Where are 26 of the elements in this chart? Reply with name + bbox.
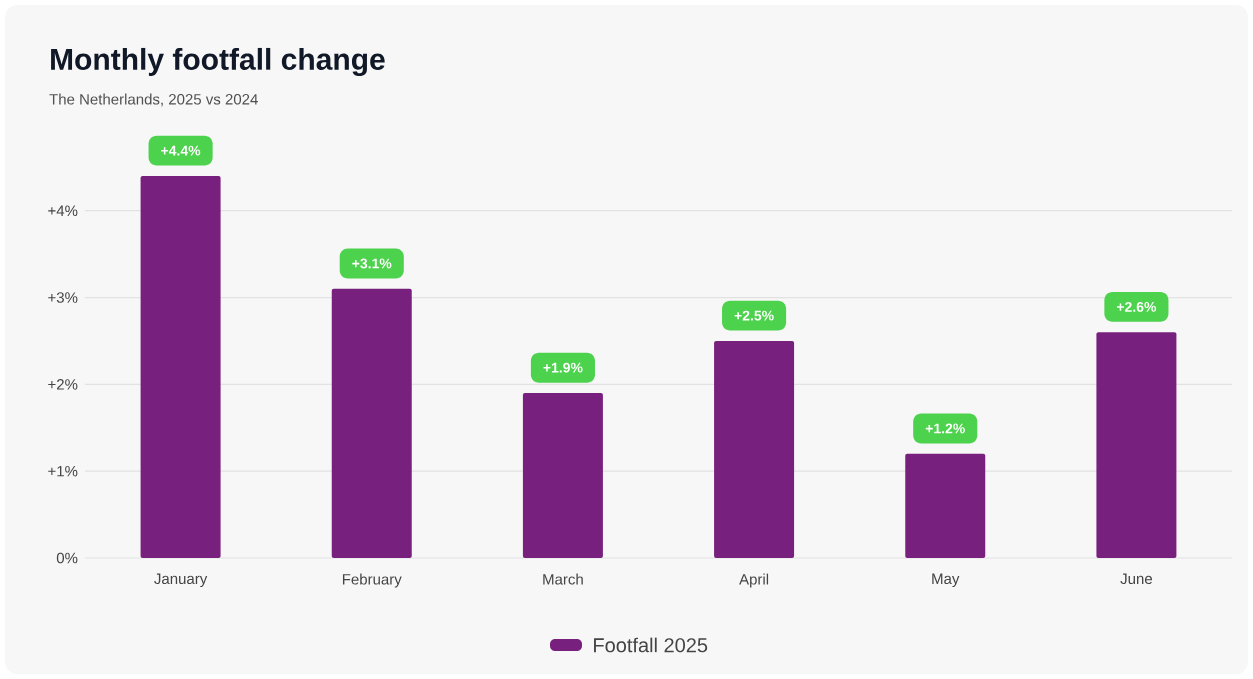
x-tick-label: February bbox=[342, 573, 402, 588]
x-tick-label: March bbox=[543, 573, 583, 585]
bar bbox=[1096, 332, 1177, 558]
chart-subtitle: The Netherlands, 2025 vs 2024 bbox=[49, 93, 258, 107]
y-tick-label: +3% bbox=[48, 292, 78, 303]
text: +4.4% bbox=[161, 145, 201, 156]
text: +1.2% bbox=[925, 423, 965, 434]
text: +2.5% bbox=[734, 310, 774, 321]
x-tick-label: January bbox=[154, 573, 208, 588]
bar bbox=[714, 340, 795, 558]
legend-label: Footfall 2025 bbox=[594, 637, 708, 653]
x-tick-label: May bbox=[932, 573, 960, 588]
text: +2.6% bbox=[1116, 301, 1157, 312]
y-tick-label: +1% bbox=[48, 465, 78, 477]
y-tick-label: +4% bbox=[48, 205, 78, 216]
y-tick-label: 0% bbox=[56, 552, 78, 564]
bar bbox=[905, 453, 986, 558]
bar bbox=[522, 393, 603, 558]
x-tick-label: April bbox=[739, 573, 769, 588]
bar bbox=[331, 288, 412, 558]
x-tick-label: June bbox=[1120, 573, 1153, 585]
text: +1.9% bbox=[543, 362, 583, 373]
y-tick-label: +2% bbox=[48, 379, 78, 390]
chart-title: Monthly footfall change bbox=[51, 47, 385, 77]
text: +3.1% bbox=[352, 258, 392, 269]
bar bbox=[140, 176, 221, 558]
